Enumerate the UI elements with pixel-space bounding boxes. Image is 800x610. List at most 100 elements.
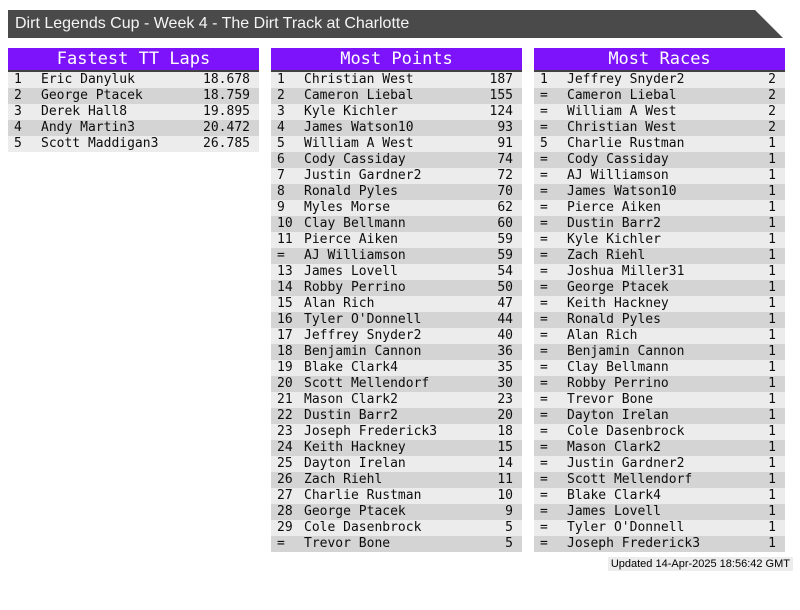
table-row: 13 James Lovell 54 <box>271 264 522 280</box>
row-value: 1 <box>768 312 776 327</box>
board-rows-most-races: 1 Jeffrey Snyder2 2 = Cameron Liebal 2 = Willia… <box>534 72 785 552</box>
row-rank: = <box>540 280 548 295</box>
row-rank: = <box>540 104 548 119</box>
row-driver-name: Jeffrey Snyder2 <box>304 328 422 343</box>
title-bar: Dirt Legends Cup - Week 4 - The Dirt Tra… <box>8 10 783 38</box>
row-rank: 13 <box>277 264 293 279</box>
table-row: = AJ Williamson 1 <box>534 168 785 184</box>
row-rank: 11 <box>277 232 293 247</box>
row-rank: 6 <box>277 152 285 167</box>
table-row: = Tyler O'Donnell 1 <box>534 520 785 536</box>
row-driver-name: Joshua Miller31 <box>567 264 685 279</box>
board-title: Fastest TT Laps <box>56 49 211 69</box>
table-row: = Alan Rich 1 <box>534 328 785 344</box>
table-row: = Joshua Miller31 1 <box>534 264 785 280</box>
row-value: 1 <box>768 184 776 199</box>
row-driver-name: James Watson10 <box>567 184 677 199</box>
table-row: 1 Christian West 187 <box>271 72 522 88</box>
row-value: 9 <box>505 504 513 519</box>
row-driver-name: Scott Mellendorf <box>567 472 693 487</box>
table-row: 15 Alan Rich 47 <box>271 296 522 312</box>
row-value: 1 <box>768 536 776 551</box>
row-rank: = <box>277 248 285 263</box>
row-driver-name: Charlie Rustman <box>567 136 685 151</box>
board-header-most-races: Most Races <box>534 48 785 72</box>
table-row: 16 Tyler O'Donnell 44 <box>271 312 522 328</box>
table-row: 29 Cole Dasenbrock 5 <box>271 520 522 536</box>
row-value: 1 <box>768 216 776 231</box>
row-rank: 14 <box>277 280 293 295</box>
row-value: 1 <box>768 344 776 359</box>
table-row: = Justin Gardner2 1 <box>534 456 785 472</box>
row-value: 18.678 <box>203 72 250 87</box>
row-driver-name: Dustin Barr2 <box>304 408 398 423</box>
row-rank: 28 <box>277 504 293 519</box>
row-rank: = <box>540 168 548 183</box>
row-driver-name: Ronald Pyles <box>567 312 661 327</box>
table-row: 22 Dustin Barr2 20 <box>271 408 522 424</box>
row-driver-name: James Watson10 <box>304 120 414 135</box>
row-value: 2 <box>768 88 776 103</box>
row-driver-name: Dayton Irelan <box>304 456 406 471</box>
row-rank: = <box>540 488 548 503</box>
table-row: = Clay Bellmann 1 <box>534 360 785 376</box>
footer: Updated 14-Apr-2025 18:56:42 GMT <box>0 554 793 572</box>
row-value: 187 <box>489 72 513 87</box>
table-row: = Cole Dasenbrock 1 <box>534 424 785 440</box>
row-value: 1 <box>768 232 776 247</box>
row-value: 20 <box>497 408 513 423</box>
table-row: 3 Kyle Kichler 124 <box>271 104 522 120</box>
row-value: 54 <box>497 264 513 279</box>
row-driver-name: Andy Martin3 <box>41 120 135 135</box>
row-driver-name: Alan Rich <box>304 296 375 311</box>
table-row: = Dustin Barr2 1 <box>534 216 785 232</box>
row-rank: = <box>540 232 548 247</box>
row-driver-name: Eric Danyluk <box>41 72 135 87</box>
table-row: 4 Andy Martin3 20.472 <box>8 120 259 136</box>
row-rank: = <box>540 408 548 423</box>
row-value: 60 <box>497 216 513 231</box>
table-row: 25 Dayton Irelan 14 <box>271 456 522 472</box>
table-row: 28 George Ptacek 9 <box>271 504 522 520</box>
row-driver-name: Kyle Kichler <box>304 104 398 119</box>
row-driver-name: James Lovell <box>304 264 398 279</box>
row-value: 47 <box>497 296 513 311</box>
table-row: = William A West 2 <box>534 104 785 120</box>
board-rows-fastest-tt-laps: 1 Eric Danyluk 18.678 2 George Ptacek 18.759 3… <box>8 72 259 152</box>
row-driver-name: Cameron Liebal <box>304 88 414 103</box>
row-driver-name: William A West <box>304 136 414 151</box>
row-driver-name: George Ptacek <box>41 88 143 103</box>
table-row: 14 Robby Perrino 50 <box>271 280 522 296</box>
row-value: 62 <box>497 200 513 215</box>
table-row: 23 Joseph Frederick3 18 <box>271 424 522 440</box>
row-rank: 18 <box>277 344 293 359</box>
row-value: 1 <box>768 440 776 455</box>
row-rank: = <box>540 360 548 375</box>
table-row: 9 Myles Morse 62 <box>271 200 522 216</box>
table-row: 6 Cody Cassiday 74 <box>271 152 522 168</box>
table-row: = Cameron Liebal 2 <box>534 88 785 104</box>
row-rank: = <box>540 296 548 311</box>
table-row: = Keith Hackney 1 <box>534 296 785 312</box>
row-value: 23 <box>497 392 513 407</box>
row-value: 1 <box>768 424 776 439</box>
row-rank: = <box>540 472 548 487</box>
row-driver-name: Benjamin Cannon <box>304 344 422 359</box>
table-row: 5 Scott Maddigan3 26.785 <box>8 136 259 152</box>
row-driver-name: Joseph Frederick3 <box>567 536 701 551</box>
row-value: 2 <box>768 104 776 119</box>
row-driver-name: Kyle Kichler <box>567 232 661 247</box>
row-rank: 10 <box>277 216 293 231</box>
table-row: 24 Keith Hackney 15 <box>271 440 522 456</box>
table-row: 21 Mason Clark2 23 <box>271 392 522 408</box>
row-value: 50 <box>497 280 513 295</box>
row-rank: 24 <box>277 440 293 455</box>
row-rank: = <box>540 504 548 519</box>
table-row: = Ronald Pyles 1 <box>534 312 785 328</box>
row-driver-name: Joseph Frederick3 <box>304 424 438 439</box>
row-value: 10 <box>497 488 513 503</box>
board-rows-most-points: 1 Christian West 187 2 Cameron Liebal 155 3 Kyl… <box>271 72 522 552</box>
row-value: 2 <box>768 120 776 135</box>
row-value: 124 <box>489 104 513 119</box>
row-value: 1 <box>768 488 776 503</box>
